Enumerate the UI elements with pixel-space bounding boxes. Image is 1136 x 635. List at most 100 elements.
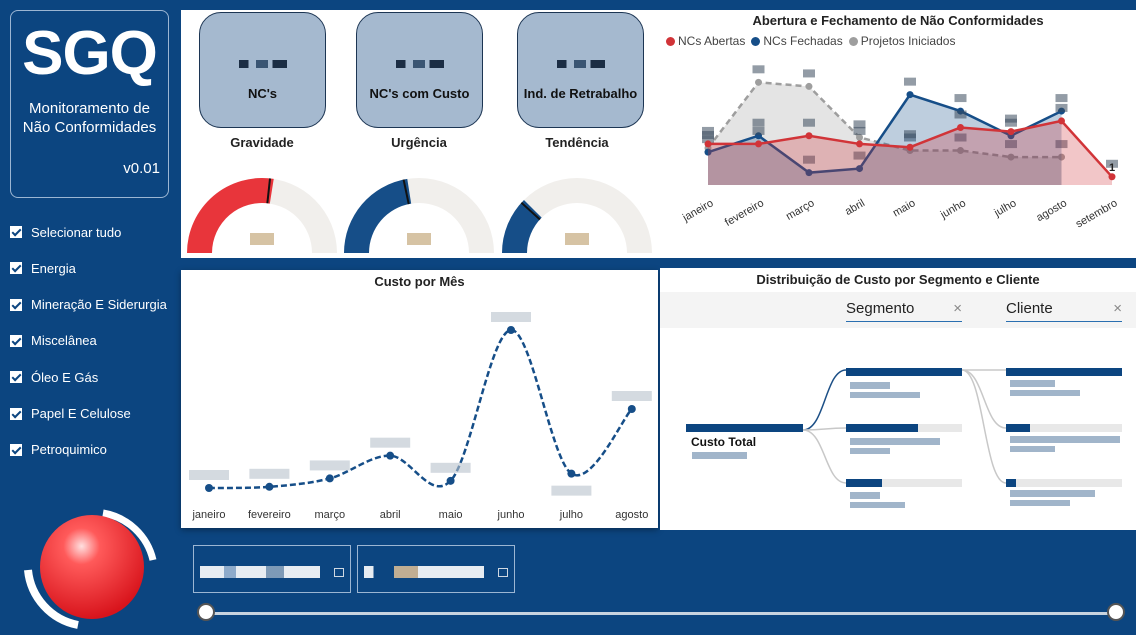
cliente-clear-icon[interactable]: × [1113,300,1122,317]
legend-swatch [848,36,858,46]
data-label-obscured [1005,114,1017,123]
segmento-level-field[interactable]: Segmento × [846,300,962,322]
data-point[interactable] [386,451,395,460]
data-point[interactable] [704,140,712,148]
data-point[interactable] [805,132,813,140]
data-point[interactable] [957,124,964,131]
data-label-obscured [803,118,815,127]
date-range-slider-end-handle[interactable] [1107,603,1125,621]
decomp-header-bar [660,292,1136,328]
segment-option[interactable]: Miscelânea [10,331,180,351]
decomp-root-bar[interactable] [686,424,803,432]
data-point[interactable] [856,133,863,141]
gauge [502,178,652,253]
checkbox-icon[interactable] [10,334,22,347]
kpi-label: NC's com Custo [369,86,470,101]
segment-option[interactable]: Petroquimico [10,440,180,460]
data-point[interactable] [325,474,334,483]
checkbox-icon[interactable] [10,371,22,384]
decomp-segment-bar[interactable] [846,368,962,376]
gauge-fill-arc [344,178,412,253]
gauge-title: Gravidade [230,135,294,150]
data-label-obscured [370,437,411,448]
nc-chart-title: Abertura e Fechamento de Não Conformidad… [752,13,1044,28]
gauge-target-marker [520,201,541,221]
segment-option[interactable]: Selecionar tudo [10,222,180,242]
subtitle-line1: Monitoramento de [29,100,150,117]
segment-option[interactable]: Papel E Celulose [10,404,180,424]
data-point[interactable] [265,482,274,491]
data-point[interactable] [755,140,762,148]
data-point[interactable] [446,476,455,485]
legend-item[interactable]: NCs Abertas [666,34,745,48]
legend-item[interactable]: NCs Fechadas [751,34,843,48]
data-point[interactable] [205,484,213,492]
data-point[interactable] [856,140,863,148]
legend-item[interactable]: Projetos Iniciados [848,34,955,48]
checkbox-icon[interactable] [10,262,22,275]
series-area [708,94,1062,185]
segment-option[interactable]: Óleo E Gás [10,367,180,387]
decomp-segment-bar[interactable] [846,424,918,432]
data-label-obscured [189,470,229,480]
checkbox-icon[interactable] [10,298,22,311]
data-label-obscured [954,94,967,103]
decomp-title: Distribuição de Custo por Segmento e Cli… [756,272,1040,287]
data-point[interactable] [1007,128,1015,136]
segment-option[interactable]: Mineração E Siderurgia [10,295,180,315]
calendar-icon[interactable] [334,568,344,577]
segment-label: Petroquimico [31,442,107,458]
cliente-level-field[interactable]: Cliente × [1006,300,1122,322]
data-point[interactable] [906,91,914,99]
data-point[interactable] [567,469,576,478]
data-label-obscured [954,133,967,142]
x-tick-label: janeiro [191,509,225,521]
segment-label: Mineração E Siderurgia [31,297,167,313]
data-label-obscured [752,65,765,74]
data-point[interactable] [906,143,914,151]
data-label-obscured [904,130,916,139]
data-point[interactable] [507,326,515,334]
data-point[interactable] [856,165,863,173]
data-label-obscured [430,462,471,473]
date-start-field[interactable] [193,545,351,593]
data-point[interactable] [704,148,712,156]
data-point[interactable] [1108,173,1116,181]
data-point[interactable] [755,78,762,86]
calendar-icon[interactable] [498,568,508,577]
decomp-client-bar[interactable] [1006,424,1030,432]
data-label-obscured [1106,159,1118,168]
data-point[interactable] [805,82,813,90]
checkbox-icon[interactable] [10,407,22,420]
x-tick-label: maio [439,509,463,521]
data-label-obscured [611,391,652,401]
data-label-obscured [1005,118,1017,127]
checkbox-icon[interactable] [10,226,22,238]
date-range-slider-track[interactable] [205,612,1118,615]
checkbox-icon[interactable] [10,443,22,456]
decomp-client-bar[interactable] [1006,479,1016,487]
segment-label: Papel E Celulose [31,406,131,421]
nc-chart-panel: Abertura e Fechamento de Não Conformidad… [660,10,1136,258]
data-point[interactable] [957,147,964,154]
decomp-tree: Custo Total [686,368,1122,508]
cost-chart-plot: janeiro fevereiro março abril maio junho julho… [189,312,652,521]
nc-chart-plot: 1 janeiro fevereiro março abril maio junho julh… [680,65,1120,231]
data-point[interactable] [627,405,636,413]
decomp-segment-bar[interactable] [846,479,882,487]
kpi-card[interactable]: Ind. de Retrabalho [517,12,644,128]
date-range-slider-start-handle[interactable] [197,603,215,621]
x-tick-label: fevereiro [248,509,291,521]
segmento-clear-icon[interactable]: × [953,300,962,317]
kpi-card[interactable]: NC's [199,12,326,128]
data-point[interactable] [1058,117,1065,125]
segment-label: Selecionar tudo [31,224,122,240]
data-point[interactable] [805,169,813,177]
data-point[interactable] [1007,153,1015,161]
data-point[interactable] [1058,153,1065,161]
segment-option[interactable]: Energia [10,258,180,278]
legend-label: NCs Fechadas [763,34,843,48]
date-end-field[interactable] [357,545,515,593]
kpi-card[interactable]: NC's com Custo [356,12,483,128]
decomp-client-bar[interactable] [1006,368,1122,376]
